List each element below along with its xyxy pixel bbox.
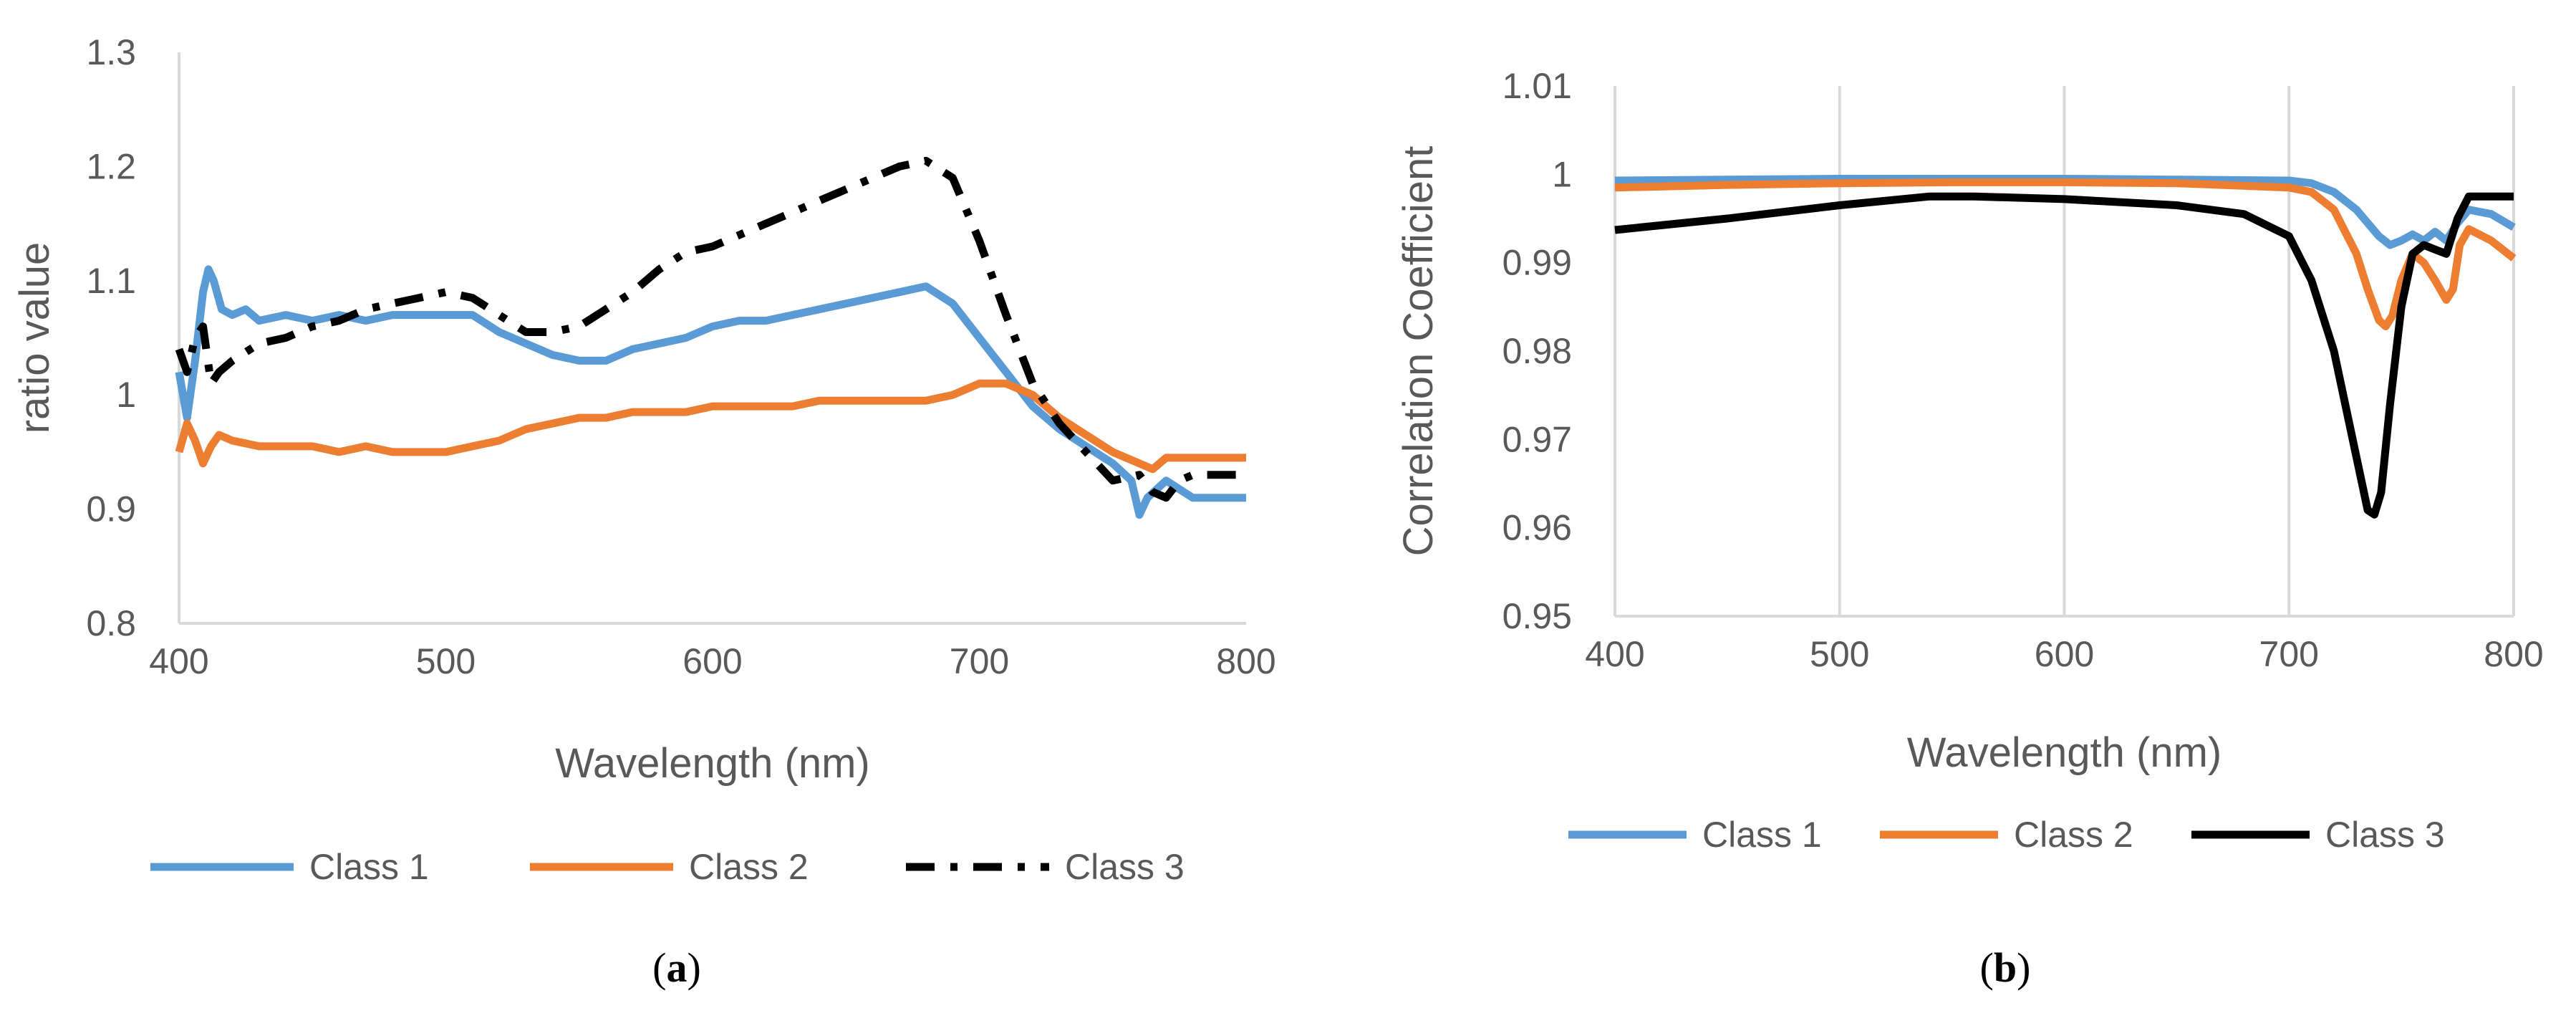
series-line-class-1 bbox=[175, 265, 1246, 519]
y-tick-label: 1 bbox=[116, 375, 136, 415]
x-tick-label: 600 bbox=[682, 641, 742, 681]
chart-b: 400 500 600 700 800 0.95 0.96 0.97 0.98 0.99 1 1.01… bbox=[1395, 66, 2544, 991]
panel-label-letter: a bbox=[667, 944, 688, 991]
x-tick-label: 500 bbox=[416, 641, 476, 681]
y-axis-title: Correlation Coefficient bbox=[1395, 146, 1442, 557]
panel-label-close-paren: ) bbox=[2017, 944, 2030, 991]
series-line-class-3 bbox=[1614, 192, 2514, 519]
panel-label-close-paren: ) bbox=[688, 944, 701, 991]
y-tick-label: 0.8 bbox=[86, 603, 136, 643]
legend-label: Class 3 bbox=[1065, 847, 1185, 887]
y-tick-label: 1.01 bbox=[1502, 66, 1572, 106]
x-axis-title: Wavelength (nm) bbox=[1907, 729, 2222, 776]
legend-label: Class 3 bbox=[2325, 815, 2445, 855]
y-tick-label: 0.98 bbox=[1502, 331, 1572, 371]
x-tick-label: 800 bbox=[2484, 634, 2543, 674]
y-tick-label: 1.2 bbox=[86, 146, 136, 186]
legend-label: Class 1 bbox=[309, 847, 429, 887]
series-line-class-2 bbox=[175, 379, 1246, 474]
x-tick-label: 400 bbox=[1585, 634, 1644, 674]
legend-label: Class 2 bbox=[689, 847, 809, 887]
y-tick-label: 0.9 bbox=[86, 489, 136, 529]
x-tick-label: 700 bbox=[950, 641, 1009, 681]
x-axis-title: Wavelength (nm) bbox=[555, 740, 869, 787]
x-tick-label: 700 bbox=[2259, 634, 2319, 674]
y-tick-label: 0.95 bbox=[1502, 596, 1572, 636]
legend-label: Class 1 bbox=[1702, 815, 1822, 855]
x-tick-label: 500 bbox=[1810, 634, 1869, 674]
y-tick-label: 1.3 bbox=[86, 32, 136, 72]
panel-label: (a) bbox=[652, 944, 701, 991]
x-tick-label: 600 bbox=[2035, 634, 2094, 674]
panel-label-open-paren: ( bbox=[1980, 944, 1994, 991]
y-tick-label: 0.97 bbox=[1502, 419, 1572, 459]
panel-label-open-paren: ( bbox=[652, 944, 666, 991]
y-tick-label: 1.1 bbox=[86, 261, 136, 301]
x-tick-label: 800 bbox=[1216, 641, 1275, 681]
panel-label: (b) bbox=[1980, 944, 2031, 991]
y-tick-label: 0.96 bbox=[1502, 508, 1572, 548]
series-line-class-2 bbox=[1614, 178, 2517, 330]
series-line-class-3 bbox=[175, 156, 1246, 502]
x-tick-label: 400 bbox=[149, 641, 208, 681]
y-tick-label: 0.99 bbox=[1502, 243, 1572, 283]
chart-a: 400 500 600 700 800 0.8 0.9 1 1.1 1.2 1.3 Wavelengt… bbox=[11, 32, 1276, 991]
y-tick-label: 1 bbox=[1552, 154, 1572, 194]
y-axis-title: ratio value bbox=[11, 242, 58, 434]
panel-label-letter: b bbox=[1994, 944, 2017, 991]
legend-label: Class 2 bbox=[2014, 815, 2133, 855]
